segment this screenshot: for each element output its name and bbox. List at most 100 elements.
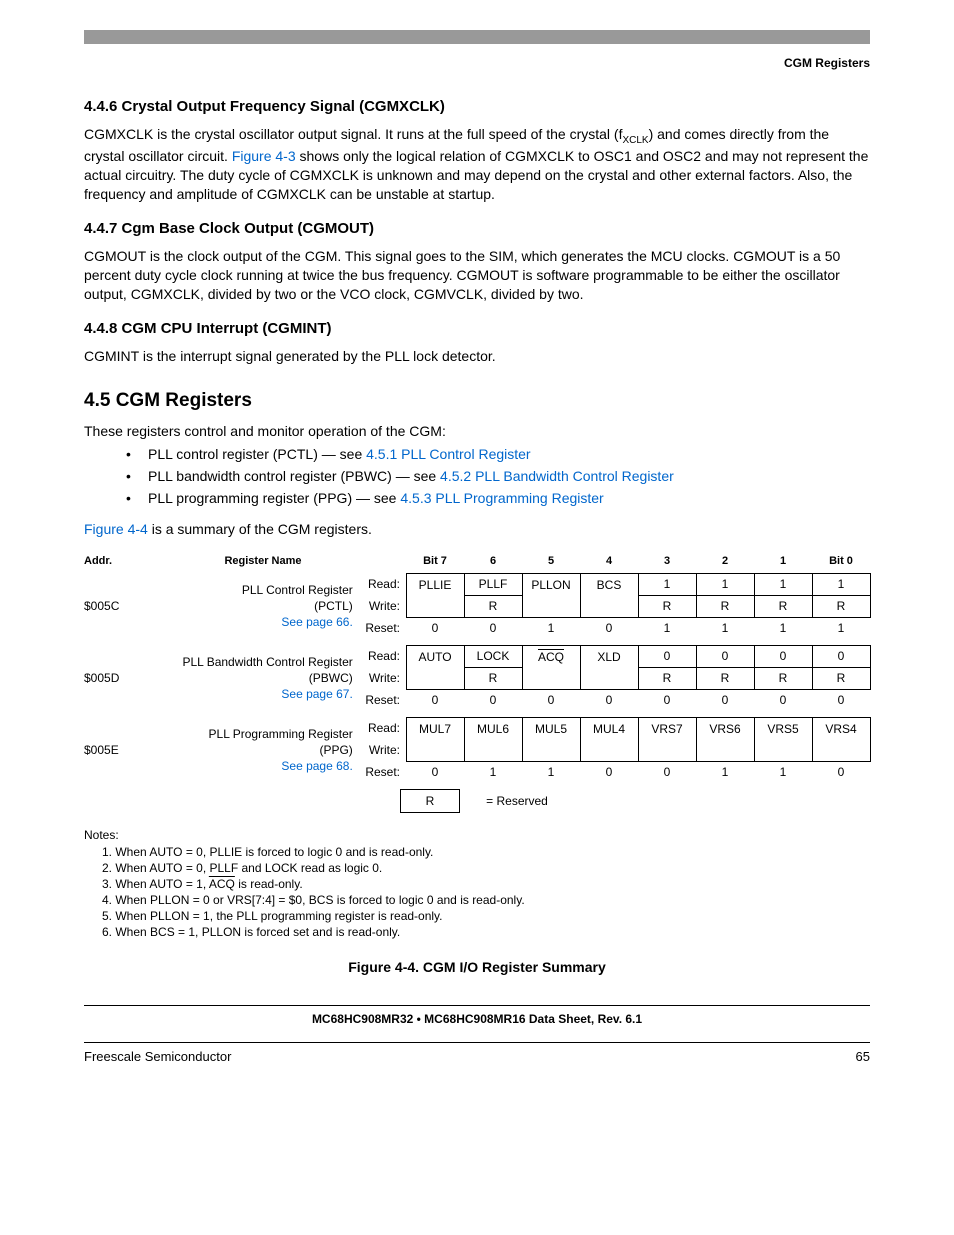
para-45-summary-post: is a summary of the CGM registers. [148, 521, 372, 537]
bullet-pre: PLL bandwidth control register (PBWC) — … [148, 468, 440, 484]
bit-cell-read: 0 [754, 645, 813, 668]
bit-cell-reset: 0 [464, 617, 523, 640]
bit-cell-reset: 1 [754, 617, 813, 640]
bit-grid: PLLIEPLLFPLLONBCS1111RRRRR00101111 [406, 573, 870, 639]
bit-cell-reset: 1 [638, 617, 697, 640]
register-page-link[interactable]: See page 66. [166, 614, 352, 630]
bit-cell-read: 0 [812, 645, 871, 668]
link-452[interactable]: 4.5.2 PLL Bandwidth Control Register [440, 468, 674, 484]
register-name-line: (PPG) [166, 742, 352, 758]
para-448: CGMINT is the interrupt signal generated… [84, 347, 870, 366]
footer-page-number: 65 [856, 1049, 870, 1064]
footer-left: Freescale Semiconductor [84, 1049, 231, 1064]
bit-cell-read: VRS5 [754, 717, 813, 740]
bit-cell-read: 1 [754, 573, 813, 596]
rw-label: Write: [359, 595, 400, 617]
bit-cell-write: R [696, 667, 755, 690]
heading-45: 4.5 CGM Registers [84, 390, 870, 412]
notes-block: Notes: 1. When AUTO = 0, PLLIE is forced… [84, 827, 870, 940]
bit-header: 2 [696, 555, 754, 567]
register-header-row: Addr. Register Name Bit 7654321Bit 0 [84, 555, 870, 567]
register-row: $005DPLL Bandwidth Control Register(PBWC… [84, 645, 870, 711]
bullet-item: PLL control register (PCTL) — see 4.5.1 … [126, 446, 870, 462]
rw-label: Reset: [359, 617, 400, 639]
bit-cell-reset: 0 [522, 689, 581, 712]
bit-cell-write: R [812, 595, 871, 618]
legend-r-cell: R [400, 789, 460, 813]
bit-cell-reset: 0 [638, 761, 697, 784]
bullet-pre: PLL control register (PCTL) — see [148, 446, 366, 462]
bit-cell-reset: 0 [406, 617, 465, 640]
link-figure-4-4[interactable]: Figure 4-4 [84, 521, 148, 537]
bit-cell-write: R [464, 595, 523, 618]
para-446-a: CGMXCLK is the crystal oscillator output… [84, 126, 622, 142]
note-line: 5. When PLLON = 1, the PLL programming r… [84, 908, 870, 924]
bit-cell-write: R [464, 667, 523, 690]
bit-cell-write [580, 595, 639, 618]
bit-cell-reset: 1 [696, 617, 755, 640]
register-row: $005EPLL Programming Register(PPG)See pa… [84, 717, 870, 783]
rw-label: Read: [359, 645, 400, 667]
bit-cell-write [696, 739, 755, 762]
register-name-line: (PCTL) [166, 598, 352, 614]
bit-cell-read: MUL5 [522, 717, 581, 740]
top-bar [84, 30, 870, 44]
bullet-item: PLL programming register (PPG) — see 4.5… [126, 490, 870, 506]
bit-cell-reset: 1 [522, 617, 581, 640]
bit-cell-read: 1 [638, 573, 697, 596]
register-addr: $005C [84, 573, 166, 639]
note-line: 1. When AUTO = 0, PLLIE is forced to log… [84, 844, 870, 860]
bit-cell-reset: 0 [812, 761, 871, 784]
bit-cell-write [464, 739, 523, 762]
bit-cell-reset: 0 [580, 761, 639, 784]
note-line: 4. When PLLON = 0 or VRS[7:4] = $0, BCS … [84, 892, 870, 908]
register-page-link[interactable]: See page 67. [166, 686, 352, 702]
hdr-addr: Addr. [84, 555, 168, 567]
bit-cell-read: 0 [638, 645, 697, 668]
bit-cell-reset: 1 [696, 761, 755, 784]
bit-cell-write [754, 739, 813, 762]
heading-447: 4.4.7 Cgm Base Clock Output (CGMOUT) [84, 220, 870, 237]
bit-cell-write [812, 739, 871, 762]
bit-cell-reset: 0 [580, 617, 639, 640]
bit-header: Bit 0 [812, 555, 870, 567]
link-451[interactable]: 4.5.1 PLL Control Register [366, 446, 530, 462]
rw-label: Write: [359, 667, 400, 689]
bit-cell-read: VRS6 [696, 717, 755, 740]
register-name-line: PLL Control Register [166, 582, 352, 598]
register-name: PLL Programming Register(PPG)See page 68… [166, 717, 358, 783]
bit-header: 4 [580, 555, 638, 567]
para-446-sub: XCLK [622, 135, 648, 146]
bit-cell-write [522, 667, 581, 690]
heading-448: 4.4.8 CGM CPU Interrupt (CGMINT) [84, 320, 870, 337]
para-446: CGMXCLK is the crystal oscillator output… [84, 125, 870, 204]
bit-cell-read: XLD [580, 645, 639, 668]
link-figure-4-3[interactable]: Figure 4-3 [232, 148, 296, 164]
rw-labels: Read:Write:Reset: [359, 717, 406, 783]
bit-cell-write: R [638, 595, 697, 618]
bit-cell-reset: 0 [464, 689, 523, 712]
rw-label: Reset: [359, 761, 400, 783]
bit-header: 6 [464, 555, 522, 567]
bit-cell-write [406, 667, 465, 690]
register-name: PLL Control Register(PCTL)See page 66. [166, 573, 358, 639]
link-453[interactable]: 4.5.3 PLL Programming Register [400, 490, 603, 506]
bit-cell-read: VRS4 [812, 717, 871, 740]
register-name-line: PLL Programming Register [166, 726, 352, 742]
bit-cell-write: R [754, 667, 813, 690]
legend-text: = Reserved [459, 789, 575, 813]
bit-cell-reset: 1 [464, 761, 523, 784]
register-addr: $005E [84, 717, 166, 783]
bit-cell-reset: 0 [406, 689, 465, 712]
hdr-rw [358, 555, 406, 567]
bit-cell-write: R [696, 595, 755, 618]
bit-cell-read: VRS7 [638, 717, 697, 740]
bit-cell-read: MUL6 [464, 717, 523, 740]
register-page-link[interactable]: See page 68. [166, 758, 352, 774]
bit-header: Bit 7 [406, 555, 464, 567]
bit-cell-write [522, 739, 581, 762]
bit-header: 1 [754, 555, 812, 567]
bit-cell-write [638, 739, 697, 762]
footer-row: Freescale Semiconductor 65 [84, 1042, 870, 1064]
bit-cell-read: 1 [696, 573, 755, 596]
